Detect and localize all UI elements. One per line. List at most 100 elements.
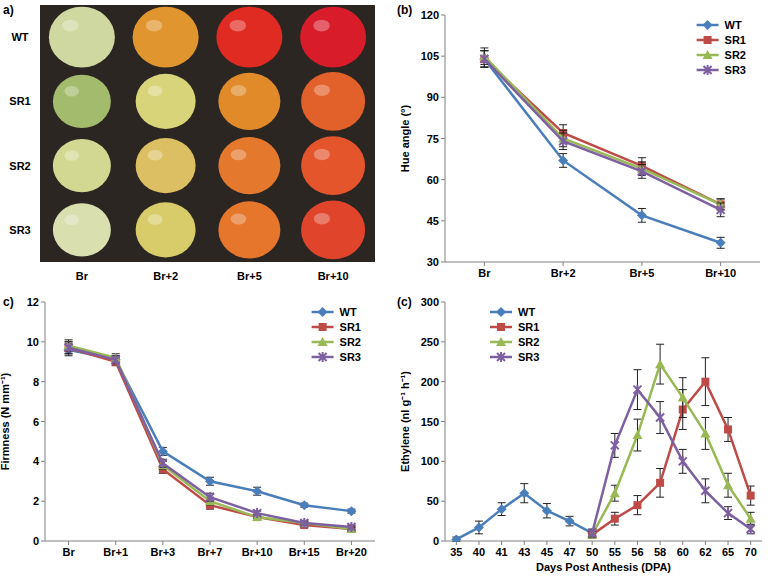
- panel-label: a): [3, 3, 14, 17]
- x-tick: [563, 262, 564, 266]
- x-tick-label: 55: [609, 546, 621, 558]
- x-tick-label: Br: [62, 546, 75, 558]
- marker: [347, 522, 355, 532]
- y-tick: [441, 461, 445, 462]
- fruit-highlight: [64, 150, 79, 160]
- legend-marker: [319, 352, 327, 362]
- marker: [637, 210, 647, 220]
- error-bar: [656, 402, 664, 434]
- column-label: Br+2: [153, 270, 178, 282]
- error-bar: [679, 378, 687, 418]
- column-label: Br+5: [237, 270, 262, 282]
- marker: [747, 492, 755, 500]
- fruit: [300, 7, 366, 68]
- y-tick: [441, 97, 445, 98]
- legend-label: SR2: [518, 336, 539, 348]
- legend-marker: [497, 323, 505, 331]
- marker: [633, 501, 641, 509]
- y-tick: [41, 461, 45, 462]
- fruit-highlight: [148, 214, 163, 225]
- legend-label: SR3: [518, 351, 539, 363]
- marker: [519, 488, 529, 498]
- x-tick-label: Br+7: [198, 546, 223, 558]
- error-bar: [520, 484, 528, 503]
- x-tick: [705, 541, 706, 545]
- fruit: [53, 139, 111, 192]
- y-tick: [441, 341, 445, 342]
- y-tick: [441, 138, 445, 139]
- x-tick: [304, 541, 305, 545]
- x-tick-label: Br+10: [242, 546, 273, 558]
- marker: [700, 428, 710, 437]
- fruit: [136, 138, 196, 193]
- fruit-highlight: [231, 213, 247, 224]
- x-tick-label: Br+5: [629, 267, 654, 279]
- column-label: Br: [76, 270, 89, 282]
- x-tick-label: 56: [631, 546, 643, 558]
- x-tick-label: 70: [745, 546, 757, 558]
- marker: [610, 488, 620, 497]
- x-tick: [614, 541, 615, 545]
- y-tick: [441, 541, 445, 542]
- row-label: WT: [11, 31, 28, 43]
- y-tick: [441, 381, 445, 382]
- x-tick: [750, 541, 751, 545]
- marker: [746, 514, 756, 523]
- marker: [205, 476, 215, 486]
- x-tick: [592, 541, 593, 545]
- marker: [159, 458, 167, 468]
- series-line: [69, 348, 352, 529]
- y-tick-label: 6: [33, 416, 39, 428]
- marker: [480, 54, 488, 64]
- fruit-highlight: [64, 215, 79, 225]
- fruit-highlight: [148, 150, 163, 161]
- marker: [724, 508, 732, 518]
- x-tick: [720, 262, 721, 266]
- fruit: [53, 203, 111, 256]
- y-tick: [41, 421, 45, 422]
- y-tick: [441, 421, 445, 422]
- x-tick: [546, 541, 547, 545]
- error-bar: [656, 344, 664, 384]
- fruit: [301, 200, 365, 259]
- fruit-highlight: [146, 20, 163, 32]
- y-tick: [441, 15, 445, 16]
- y-tick: [441, 179, 445, 180]
- x-tick-label: 35: [450, 546, 462, 558]
- plot-area: [479, 48, 725, 248]
- fruit-highlight: [64, 86, 79, 96]
- x-axis-title: Days Post Anthesis (DPA): [536, 561, 671, 573]
- marker: [717, 205, 725, 215]
- x-tick-label: Br+10: [705, 267, 736, 279]
- y-tick-label: 8: [33, 376, 39, 388]
- y-tick-label: 105: [421, 50, 439, 62]
- marker: [65, 343, 73, 353]
- x-tick: [484, 262, 485, 266]
- figure: a)WTSR1SR2SR3BrBr+2Br+5Br+10(b)304560759…: [0, 0, 770, 577]
- column-label: Br+10: [318, 270, 349, 282]
- marker: [723, 480, 733, 489]
- fruit-highlight: [314, 149, 330, 161]
- x-tick: [569, 541, 570, 545]
- row-label: SR2: [9, 160, 30, 172]
- marker: [724, 425, 732, 433]
- y-tick-label: 12: [27, 296, 39, 308]
- series-line: [456, 493, 592, 539]
- marker: [346, 506, 356, 516]
- x-tick: [478, 541, 479, 545]
- legend: WTSR1SR2SR3: [312, 306, 361, 363]
- y-tick: [41, 541, 45, 542]
- error-bar: [475, 521, 483, 534]
- x-tick-label: Br+3: [150, 546, 175, 558]
- row-label: SR3: [9, 224, 30, 236]
- legend-label: SR1: [340, 321, 361, 333]
- fruit: [133, 7, 199, 68]
- x-axis: [445, 262, 760, 263]
- marker: [112, 355, 120, 365]
- error-bar: [638, 162, 646, 176]
- x-tick: [351, 541, 352, 545]
- marker: [253, 508, 261, 518]
- marker: [656, 479, 664, 487]
- legend-label: SR3: [725, 64, 746, 76]
- legend-marker: [703, 50, 713, 59]
